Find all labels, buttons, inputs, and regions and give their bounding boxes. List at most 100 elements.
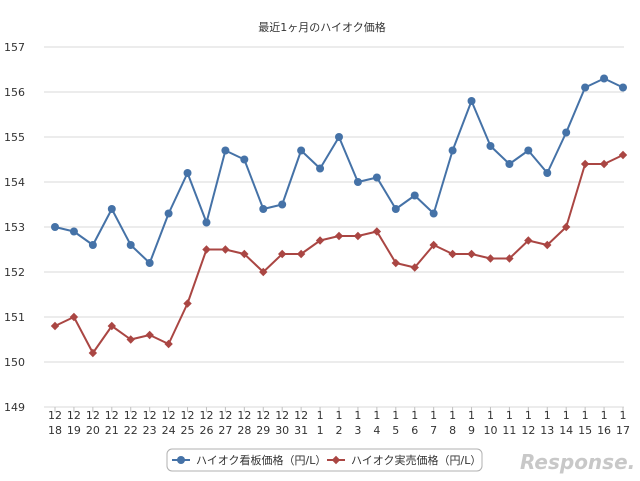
data-point-2[interactable]: [259, 267, 268, 277]
data-point-1[interactable]: [619, 83, 627, 92]
data-point-2[interactable]: [467, 249, 476, 259]
x-tick-label-day: 7: [430, 424, 437, 437]
data-point-1[interactable]: [581, 83, 590, 92]
data-point-2[interactable]: [202, 245, 211, 254]
x-tick-label-day: 28: [237, 424, 251, 437]
legend-item-label[interactable]: ハイオク看板価格（円/L）: [196, 453, 326, 467]
data-point-2[interactable]: [88, 348, 98, 358]
y-tick-label: 149: [4, 401, 25, 414]
x-tick-label-month: 12: [294, 409, 308, 422]
x-tick-label-day: 29: [256, 424, 270, 437]
data-point-2[interactable]: [145, 330, 154, 340]
x-tick-label-day: 14: [559, 424, 573, 437]
data-point-2[interactable]: [296, 249, 306, 259]
data-point-1[interactable]: [562, 128, 571, 137]
data-point-1[interactable]: [183, 169, 192, 177]
data-point-1[interactable]: [202, 218, 211, 227]
data-point-2[interactable]: [278, 249, 287, 259]
x-tick-label-day: 20: [86, 424, 100, 437]
x-tick-label-day: 25: [181, 424, 195, 437]
x-tick-label-day: 24: [162, 424, 176, 437]
data-point-2[interactable]: [391, 258, 400, 268]
data-point-2[interactable]: [410, 263, 419, 272]
x-tick-label-day: 2: [336, 424, 343, 437]
legend[interactable]: ハイオク看板価格（円/L） ハイオク実売価格（円/L）: [166, 448, 483, 472]
data-point-2[interactable]: [429, 240, 438, 250]
data-point-1[interactable]: [51, 223, 59, 231]
data-point-2[interactable]: [599, 159, 609, 169]
data-point-1[interactable]: [240, 155, 249, 164]
data-point-2[interactable]: [562, 222, 571, 232]
data-point-2[interactable]: [315, 236, 325, 245]
data-point-1[interactable]: [448, 146, 457, 155]
x-tick-label-day: 15: [578, 424, 592, 437]
legend-item-label[interactable]: ハイオク実売価格（円/L）: [351, 453, 481, 467]
data-point-1[interactable]: [221, 146, 230, 155]
x-tick-label-day: 9: [468, 424, 475, 437]
x-tick-label-month: 12: [86, 409, 100, 422]
data-point-1[interactable]: [391, 205, 400, 213]
series-group: [50, 74, 628, 358]
data-point-2[interactable]: [505, 254, 514, 263]
data-point-1[interactable]: [353, 178, 362, 186]
x-tick-label-day: 11: [502, 424, 516, 437]
data-point-1[interactable]: [543, 169, 552, 177]
data-point-1[interactable]: [297, 146, 306, 155]
watermark-logo: Response.: [520, 450, 635, 474]
data-point-1[interactable]: [69, 227, 78, 236]
data-point-2[interactable]: [486, 254, 495, 263]
data-point-2[interactable]: [448, 249, 457, 259]
x-tick-label-day: 1: [317, 424, 324, 437]
data-point-2[interactable]: [164, 339, 173, 349]
data-point-2[interactable]: [543, 240, 552, 250]
data-point-1[interactable]: [505, 160, 514, 168]
data-point-2[interactable]: [524, 236, 533, 245]
data-point-2[interactable]: [126, 335, 135, 344]
chart-title: 最近1ヶ月のハイオク価格: [258, 20, 386, 34]
grid: [44, 46, 624, 408]
data-point-2[interactable]: [183, 299, 192, 308]
data-point-2[interactable]: [618, 150, 628, 160]
x-tick-label-month: 12: [105, 409, 119, 422]
x-tick-label-month: 12: [237, 409, 251, 422]
x-tick-label-day: 26: [199, 424, 213, 437]
data-point-2[interactable]: [372, 227, 382, 236]
data-point-1[interactable]: [259, 205, 268, 213]
x-tick-label-month: 1: [373, 409, 380, 422]
data-point-1[interactable]: [316, 164, 325, 173]
x-tick-label-day: 17: [616, 424, 630, 437]
data-point-1[interactable]: [335, 133, 343, 141]
data-point-1[interactable]: [164, 209, 173, 218]
data-point-1[interactable]: [126, 241, 135, 249]
data-point-1[interactable]: [88, 241, 97, 249]
data-point-2[interactable]: [580, 159, 590, 169]
data-point-1[interactable]: [145, 259, 154, 267]
data-point-2[interactable]: [69, 312, 79, 322]
data-point-1[interactable]: [278, 200, 287, 209]
data-point-1[interactable]: [600, 74, 609, 83]
data-point-2[interactable]: [334, 231, 344, 241]
x-tick-label-month: 12: [67, 409, 81, 422]
x-tick-label-month: 12: [275, 409, 289, 422]
data-point-1[interactable]: [524, 146, 533, 155]
x-tick-label-day: 30: [275, 424, 289, 437]
data-point-2[interactable]: [50, 321, 60, 331]
y-tick-label: 157: [4, 41, 25, 54]
legend-box: [166, 448, 483, 472]
data-point-2[interactable]: [107, 321, 116, 331]
x-tick-label-month: 1: [487, 409, 494, 422]
data-point-1[interactable]: [410, 191, 419, 200]
x-tick-label-day: 3: [354, 424, 361, 437]
data-point-2[interactable]: [240, 249, 249, 259]
x-tick-label-month: 1: [620, 409, 627, 422]
data-point-1[interactable]: [486, 142, 495, 150]
data-point-2[interactable]: [353, 231, 363, 241]
data-point-1[interactable]: [107, 205, 116, 213]
x-tick-label-month: 1: [449, 409, 456, 422]
data-point-2[interactable]: [221, 245, 230, 254]
data-point-1[interactable]: [372, 173, 381, 182]
data-point-1[interactable]: [429, 209, 438, 218]
x-tick-label-month: 12: [256, 409, 270, 422]
data-point-1[interactable]: [467, 97, 476, 105]
x-tick-label-day: 19: [67, 424, 81, 437]
